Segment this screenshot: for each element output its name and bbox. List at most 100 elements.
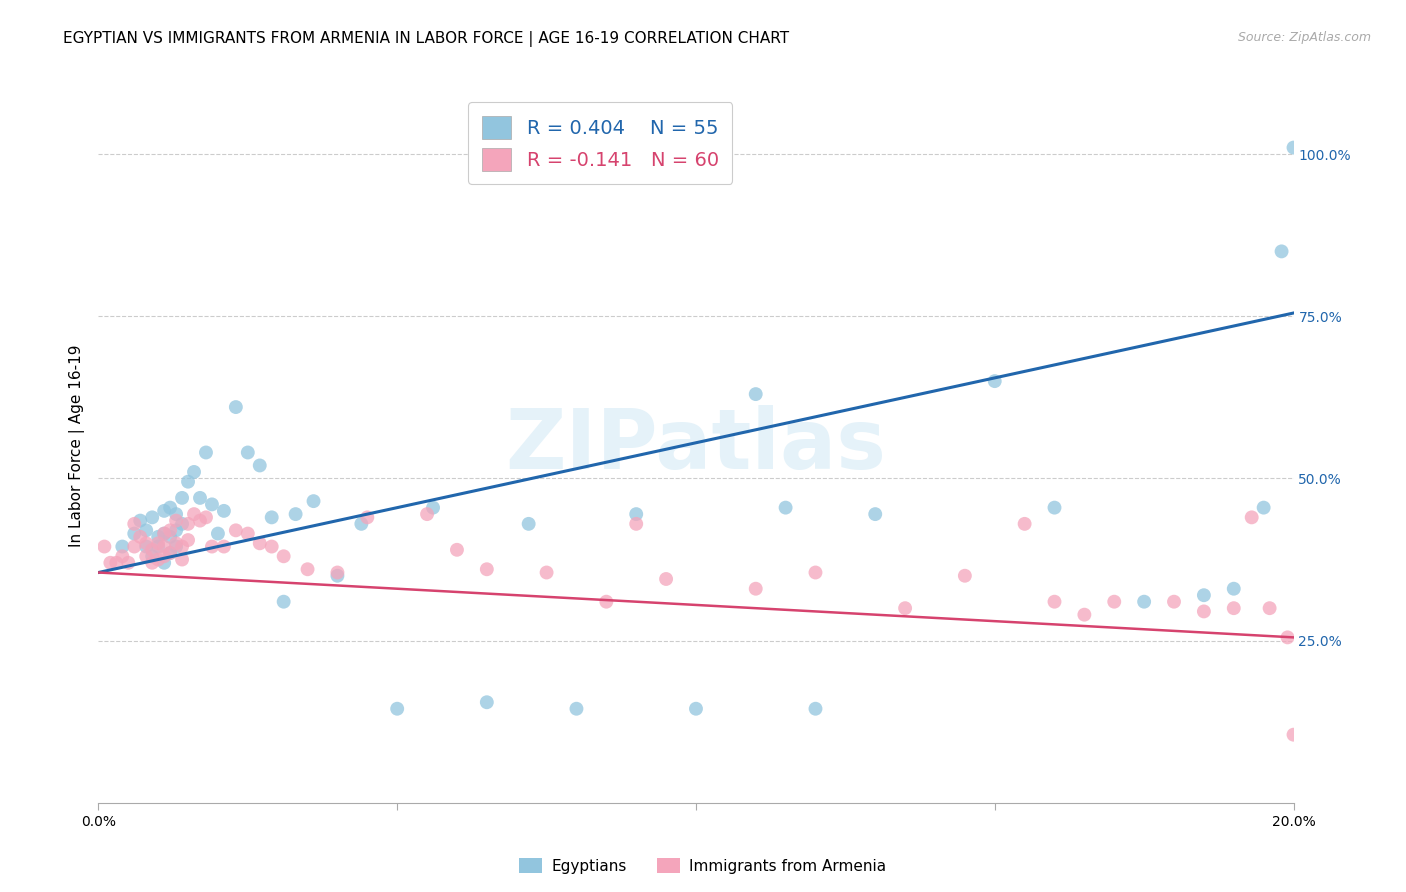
Point [225,400,247,414]
Point [1282,140,1305,154]
Point [865,507,887,521]
Point [183,507,205,521]
Point [153,526,176,541]
Point [165,514,187,528]
Point [297,562,319,576]
Point [141,542,163,557]
Point [626,516,648,531]
Point [135,549,157,564]
Point [177,516,200,531]
Point [172,540,194,554]
Point [153,540,176,554]
Text: Source: ZipAtlas.com: Source: ZipAtlas.com [1237,31,1371,45]
Point [565,702,588,716]
Point [1192,604,1215,618]
Text: EGYPTIAN VS IMMIGRANTS FROM ARMENIA IN LABOR FORCE | AGE 16-19 CORRELATION CHART: EGYPTIAN VS IMMIGRANTS FROM ARMENIA IN L… [63,31,789,47]
Point [326,566,349,580]
Point [1163,595,1185,609]
Point [105,556,128,570]
Point [236,445,259,459]
Point [984,374,1007,388]
Point [475,695,498,709]
Point [326,568,349,582]
Point [188,491,211,505]
Point [536,566,558,580]
Point [302,494,325,508]
Point [124,516,146,531]
Point [165,540,187,554]
Point [953,568,976,582]
Point [745,582,768,596]
Point [1014,516,1036,531]
Point [153,556,176,570]
Point [212,504,235,518]
Point [177,533,200,547]
Point [1104,595,1126,609]
Point [225,524,247,538]
Point [159,546,181,560]
Point [124,526,146,541]
Point [183,465,205,479]
Point [165,507,187,521]
Point [260,540,283,554]
Point [129,530,152,544]
Point [1192,588,1215,602]
Point [1240,510,1263,524]
Point [350,516,373,531]
Point [804,566,827,580]
Point [117,556,139,570]
Point [284,507,307,521]
Point [141,556,163,570]
Point [159,530,181,544]
Point [595,595,617,609]
Point [1043,500,1066,515]
Point [745,387,768,401]
Point [422,500,444,515]
Point [236,526,259,541]
Point [153,526,176,541]
Point [273,595,295,609]
Point [111,540,134,554]
Point [1282,728,1305,742]
Point [1133,595,1156,609]
Point [385,702,409,716]
Point [195,510,218,524]
Point [260,510,283,524]
Point [111,549,134,564]
Point [98,556,122,570]
Point [93,540,115,554]
Point [1253,500,1275,515]
Point [141,549,163,564]
Point [172,552,194,566]
Legend: Egyptians, Immigrants from Armenia: Egyptians, Immigrants from Armenia [513,852,893,880]
Point [775,500,797,515]
Point [148,530,170,544]
Point [1223,601,1246,615]
Point [1223,582,1246,596]
Point [148,540,170,554]
Point [195,445,218,459]
Point [148,536,170,550]
Point [188,514,211,528]
Point [165,524,187,538]
Text: ZIPatlas: ZIPatlas [506,406,886,486]
Point [124,540,146,554]
Point [249,458,271,473]
Point [655,572,678,586]
Point [894,601,917,615]
Point [273,549,295,564]
Point [159,524,181,538]
Legend: R = 0.404    N = 55, R = -0.141   N = 60: R = 0.404 N = 55, R = -0.141 N = 60 [468,103,733,185]
Y-axis label: In Labor Force | Age 16-19: In Labor Force | Age 16-19 [69,344,84,548]
Point [1043,595,1066,609]
Point [249,536,271,550]
Point [1271,244,1294,259]
Point [172,491,194,505]
Point [153,504,176,518]
Point [177,475,200,489]
Point [135,524,157,538]
Point [626,507,648,521]
Point [141,510,163,524]
Point [1277,631,1299,645]
Point [148,552,170,566]
